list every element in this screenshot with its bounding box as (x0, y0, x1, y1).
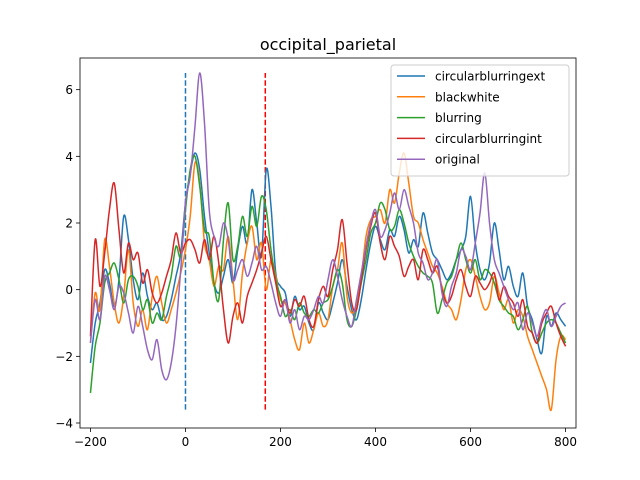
legend: circularblurringext blackwhite blurring cir… (390, 64, 570, 177)
y-tick-label: −2 (55, 350, 73, 364)
series-line-blurring (89, 154, 567, 394)
x-tick-label: −200 (74, 435, 107, 449)
series-line-circularblurringint (89, 181, 567, 347)
legend-box (390, 64, 570, 177)
x-tick-label: 0 (182, 435, 190, 449)
chart-title: occipital_parietal (260, 35, 396, 55)
series-lines (89, 72, 567, 412)
series-line-original (89, 72, 566, 381)
legend-label: blackwhite (435, 90, 500, 104)
plot-area-frame (79, 57, 577, 429)
legend-label: circularblurringint (435, 132, 542, 146)
legend-label: original (435, 153, 480, 167)
series-line-blackwhite (89, 152, 567, 412)
y-tick-label: 4 (65, 150, 73, 164)
legend-label: circularblurringext (435, 70, 545, 84)
y-tick-label: 2 (65, 217, 73, 231)
x-tick-label: 600 (459, 435, 482, 449)
y-axis: −4 −2 0 2 4 6 (55, 83, 80, 431)
y-tick-label: 6 (65, 83, 73, 97)
x-tick-label: 200 (269, 435, 292, 449)
legend-label: blurring (435, 111, 482, 125)
x-tick-label: 400 (364, 435, 387, 449)
x-tick-label: 800 (554, 435, 577, 449)
x-axis: −200 0 200 400 600 800 (74, 428, 577, 449)
reference-lines (184, 73, 267, 410)
y-tick-label: −4 (55, 417, 73, 431)
y-tick-label: 0 (65, 283, 73, 297)
